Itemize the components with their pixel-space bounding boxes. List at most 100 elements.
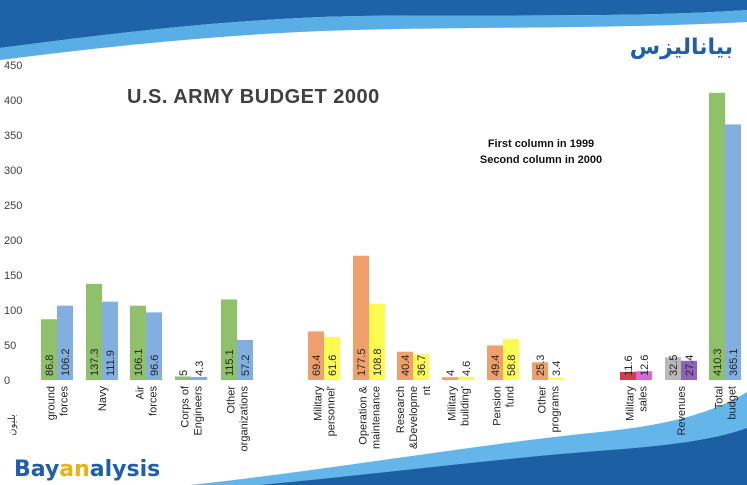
y-tick-label: 300 [4,165,22,177]
bar-value-label-1999: 106.1 [133,348,145,376]
category-label-line: sales [638,386,650,412]
bar-value-label-2000: 57.2 [240,355,252,376]
category-label-line: personnel' [326,386,338,436]
bar-2000 [636,371,652,380]
bar-value-label-1999: 5 [178,370,190,376]
english-logo-part-1: Bay [14,457,59,482]
english-logo-part-2: an [59,457,90,482]
category-label: Totalbudget [714,386,739,420]
bar-1999 [397,351,413,380]
bar-1999 [665,357,681,380]
bar-2000 [369,303,385,380]
bar-2000 [146,312,162,380]
bar-value-label-1999: 86.8 [44,355,56,376]
category-label-line: &Developme [408,386,420,449]
category-label-line: Operation & [358,385,370,444]
bar-1999 [41,319,57,380]
category-label: Otherorganizations [226,386,251,452]
bar-2000 [725,124,741,381]
bar-1999 [86,283,102,380]
category-label-line: organizations [239,386,251,452]
chart-title: U.S. ARMY BUDGET 2000 [127,86,380,108]
bar-1999 [308,331,324,380]
bar-value-label-2000: 106.2 [60,348,72,376]
y-tick-label: 400 [4,95,22,107]
bar-value-label-2000: 4.6 [461,361,473,376]
bar-value-label-2000: 61.6 [327,355,339,376]
bar-1999 [175,376,191,380]
category-label: Militarysales [625,386,650,421]
bar-1999 [442,377,458,380]
bar-value-label-2000: 36.7 [416,355,428,376]
y-unit-label: بليون [7,414,18,436]
bar-1999 [353,255,369,380]
category-label-line: Research [395,386,407,433]
arabic-logo: بياناليزس [630,35,733,60]
bar-value-label-2000: 27.4 [684,355,696,376]
y-tick-label: 150 [4,270,22,282]
category-labels: groundforces Navy Airforces Corps ofEnginee… [46,385,739,451]
category-label-line: forces [148,386,160,416]
bar-1999 [532,362,548,380]
bar-value-label-2000: 12.6 [639,355,651,376]
category-label-line: Military [447,386,459,421]
bar-value-label-1999: 410.3 [712,348,724,376]
bar-value-label-1999: 49.4 [490,355,502,376]
category-label-line: building' [460,386,472,426]
category-label: Otherprograms [537,386,562,433]
category-label-line: fund [505,386,517,407]
category-label: Corps ofEngineers [180,385,205,435]
bar-2000 [57,305,73,380]
bar-1999 [709,92,725,380]
category-label-line: maintenance [371,386,383,449]
bar-value-label-2000: 111.9 [105,350,117,376]
bar-value-label-2000: 365.1 [728,348,740,376]
y-tick-label: 350 [4,130,22,142]
bar-value-label-1999: 32.5 [668,355,680,376]
category-label-line: forces [59,386,71,416]
category-label: Pensionfund [492,386,517,426]
category-label: Militarybuilding' [447,386,472,427]
footer-wave-dark [260,428,747,485]
english-logo-part-3: alysis [90,457,160,482]
category-label: Operation &maintenance [358,385,383,449]
category-label-line: Air [135,386,147,400]
category-label-line: Other [226,386,238,414]
bar-value-label-2000: 96.6 [149,355,161,376]
bar-value-label-1999: 4 [445,370,457,376]
y-tick-label: 200 [4,235,22,247]
category-label-line: Corps of [180,385,192,428]
bar-2000 [102,301,118,380]
y-tick-label: 0 [4,375,10,387]
category-label-line: Engineers [193,386,205,436]
bar-1999 [130,305,146,380]
bar-value-label-2000: 108.8 [372,348,384,376]
bar-2000 [503,338,519,380]
bar-2000 [458,376,474,380]
bar-value-label-1999: 11.6 [623,355,635,376]
category-label-line: Military [625,386,637,421]
category-label-line: ground [46,386,58,420]
bar-value-label-1999: 40.4 [400,355,412,376]
category-label-line: Pension [492,386,504,426]
bar-value-label-1999: 69.4 [311,355,323,376]
legend-note-line-1: First column in 1999 [488,138,594,150]
category-label: Revenues [676,386,688,436]
category-label-line: nt [421,386,433,395]
bar-2000 [324,336,340,380]
bar-1999 [487,345,503,380]
bar-value-label-1999: 137.3 [89,348,101,376]
category-label-line: Total [714,386,726,409]
category-label-line: programs [550,386,562,433]
y-tick-label: 100 [4,305,22,317]
category-label: groundforces [46,386,71,421]
bar-2000 [191,376,207,380]
bar-value-label-2000: 58.8 [506,355,518,376]
category-label-line: Revenues [676,386,688,436]
y-axis: 0 50 100 150 200 250 300 350 400 450 [4,60,22,387]
y-tick-label: 50 [4,340,16,352]
bar-value-label-1999: 177.5 [356,348,368,376]
bars-layer: 86.8 106.2 137.3 111.9 106.1 96.6 5 4.3 115.1 57.… [41,92,741,381]
bar-1999 [620,371,636,380]
